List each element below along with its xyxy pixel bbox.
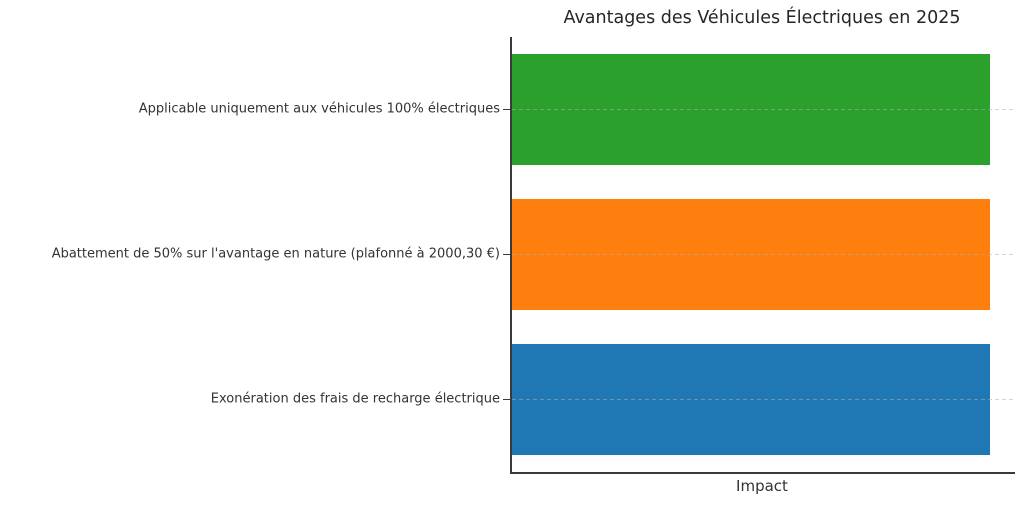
gridline: [512, 398, 1015, 401]
y-axis-tick: [503, 398, 510, 401]
bar-row: Abattement de 50% sur l'avantage en natu…: [52, 182, 1015, 327]
gridline: [512, 108, 1015, 111]
x-axis-label: Impact: [736, 477, 788, 495]
gridline: [512, 253, 1015, 256]
y-axis-tick: [503, 108, 510, 111]
category-label: Abattement de 50% sur l'avantage en natu…: [51, 246, 500, 262]
plot-area: Applicable uniquement aux véhicules 100%…: [52, 37, 1015, 474]
y-axis-tick: [503, 253, 510, 256]
category-label: Applicable uniquement aux véhicules 100%…: [138, 101, 500, 117]
bar-row: Exonération des frais de recharge électr…: [211, 327, 1015, 472]
category-label: Exonération des frais de recharge électr…: [210, 391, 500, 407]
bar-row: Applicable uniquement aux véhicules 100%…: [139, 37, 1015, 182]
chart-title: Avantages des Véhicules Électriques en 2…: [563, 8, 961, 28]
